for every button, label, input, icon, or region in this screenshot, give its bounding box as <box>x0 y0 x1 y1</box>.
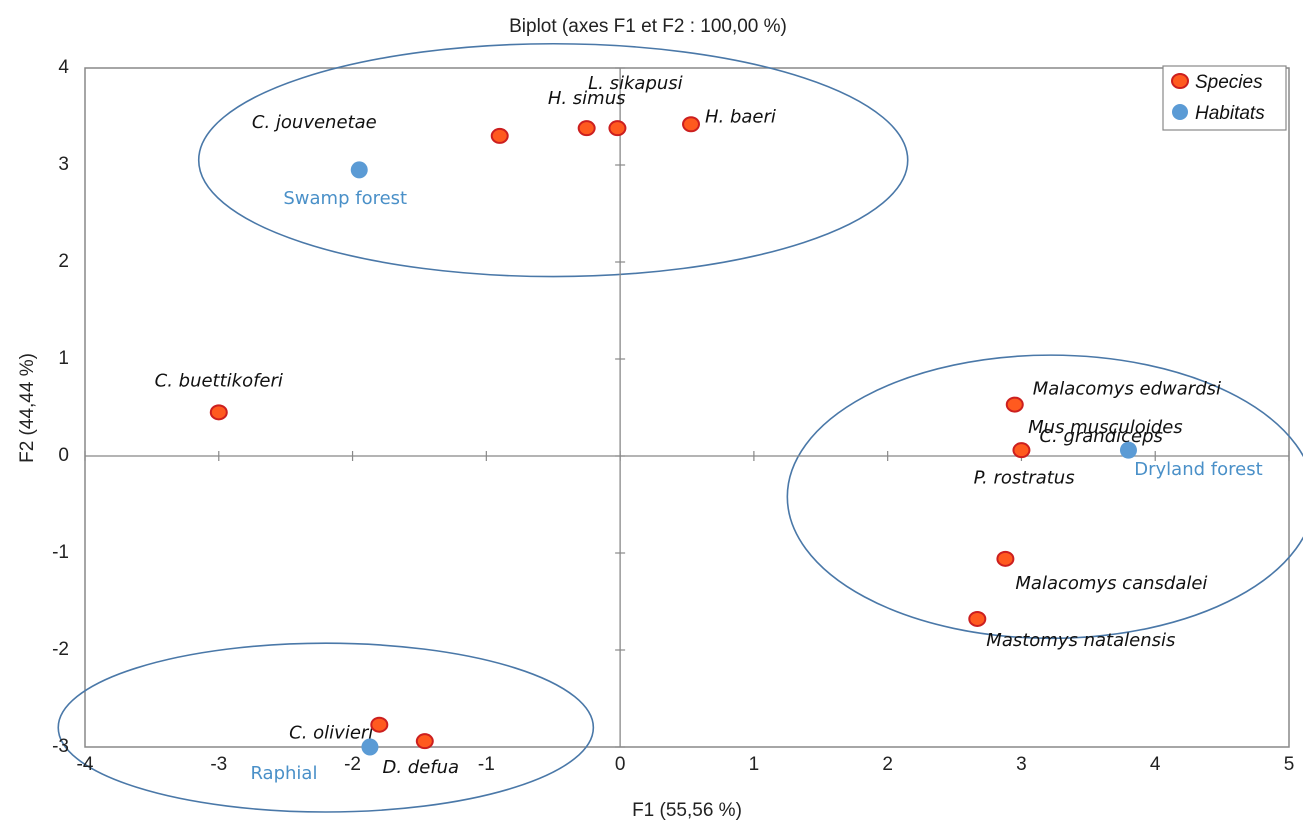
legend-species-label: Species <box>1195 72 1263 93</box>
y-tick-label: -1 <box>52 542 69 563</box>
label-c-olivieri: C. olivieri <box>289 723 373 744</box>
x-tick-label: -2 <box>344 754 361 775</box>
label-l-sikapusi: L. sikapusi <box>588 73 683 94</box>
y-tick-label: 1 <box>58 348 69 369</box>
habitat-point-dryland-forest <box>1119 441 1137 459</box>
y-tick-label: 3 <box>58 154 69 175</box>
species-point-mastomys-natalensis <box>968 610 987 627</box>
species-point-l-sikapusi <box>608 120 627 137</box>
x-tick-label: 2 <box>882 754 893 775</box>
label-h-simus: H. simus <box>548 88 626 109</box>
label-d-defua: D. defua <box>382 757 459 778</box>
cluster-ellipse-2 <box>786 354 1303 640</box>
species-point-d-defua <box>415 733 434 750</box>
habitat-point-raphial <box>361 738 379 756</box>
tick-labels: -4 -3 -2 -1 0 1 2 3 4 5 -3 -2 -1 0 1 2 3 4 <box>52 57 1294 775</box>
y-tick-label: -2 <box>52 639 69 660</box>
label-mastomys-natalensis: Mastomys natalensis <box>986 630 1175 651</box>
habitat-point-swamp-forest <box>350 161 368 179</box>
y-axis-label: F2 (44,44 %) <box>17 353 38 463</box>
legend-species-marker <box>1171 73 1189 89</box>
y-tick-label: 4 <box>58 57 69 78</box>
label-c-buettikoferi: C. buettikoferi <box>155 370 283 391</box>
y-tick-label: 2 <box>58 251 69 272</box>
label-malacomys-cansdalei: Malacomys cansdalei <box>1015 573 1207 594</box>
legend-habitats-label: Habitats <box>1195 103 1265 124</box>
x-tick-label: 3 <box>1016 754 1027 775</box>
species-point-c-buettikoferi <box>209 404 228 421</box>
x-tick-label: 5 <box>1284 754 1295 775</box>
species-point-c-jouvenetae <box>490 127 509 144</box>
species-point-malacomys-edwardsi <box>1005 396 1024 413</box>
label-swamp-forest: Swamp forest <box>283 188 407 209</box>
species-point-c-grandiceps <box>1012 442 1031 459</box>
cluster-ellipses <box>57 42 1303 813</box>
y-tick-label: -3 <box>52 736 69 757</box>
legend-habitats-marker <box>1172 104 1188 120</box>
species-point-malacomys-cansdalei <box>996 550 1015 567</box>
y-tick-label: 0 <box>58 445 69 466</box>
cluster-ellipse-1 <box>197 42 909 278</box>
plot-area <box>84 67 1290 748</box>
label-c-jouvenetae: C. jouvenetae <box>252 112 377 133</box>
x-tick-label: -4 <box>77 754 94 775</box>
species-point-h-baeri <box>682 116 701 133</box>
label-h-baeri: H. baeri <box>705 106 776 127</box>
cluster-ellipse-3 <box>57 642 595 813</box>
axes <box>84 67 1290 748</box>
label-c-grandiceps: C. grandiceps <box>1039 426 1162 447</box>
species-point-c-olivieri <box>370 716 389 733</box>
label-p-rostratus: P. rostratus <box>974 467 1075 488</box>
label-dryland-forest: Dryland forest <box>1134 459 1262 480</box>
x-tick-label: 0 <box>615 754 626 775</box>
chart-title: Biplot (axes F1 et F2 : 100,00 %) <box>509 16 787 37</box>
x-tick-label: 4 <box>1150 754 1161 775</box>
label-raphial: Raphial <box>250 763 317 784</box>
legend: Species Habitats <box>1162 65 1287 131</box>
label-malacomys-edwardsi: Malacomys edwardsi <box>1033 379 1221 400</box>
data-points <box>209 116 1137 756</box>
x-tick-label: -1 <box>478 754 495 775</box>
x-tick-label: -3 <box>210 754 227 775</box>
species-point-h-simus <box>577 120 596 137</box>
label-mus-musculoides: Mus musculoides <box>1028 417 1183 438</box>
x-axis-label: F1 (55,56 %) <box>632 800 742 821</box>
x-tick-label: 1 <box>749 754 760 775</box>
